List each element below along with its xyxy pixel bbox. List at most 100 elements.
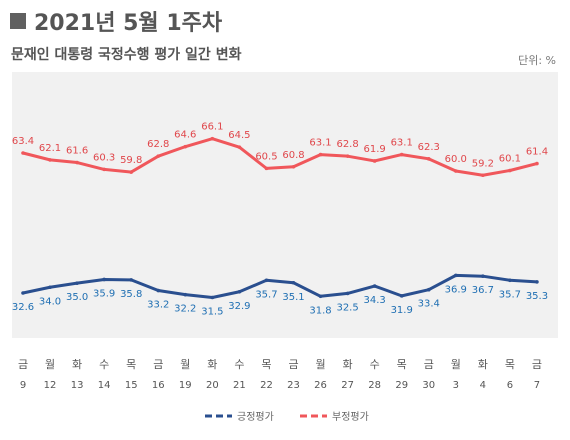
x-tick-date: 16 <box>152 380 165 391</box>
negative-point <box>291 164 296 169</box>
positive-point <box>237 289 242 294</box>
negative-point <box>345 154 350 158</box>
positive-data-label: 32.2 <box>174 304 196 315</box>
positive-point <box>183 292 188 297</box>
x-tick-day: 월 <box>180 358 190 371</box>
x-tick-date: 28 <box>368 380 381 391</box>
negative-point <box>156 154 161 158</box>
x-tick-date: 4 <box>480 380 486 391</box>
title-square-icon <box>10 13 26 29</box>
positive-point <box>345 291 350 296</box>
x-tick-date: 14 <box>98 380 111 391</box>
positive-point <box>264 278 269 283</box>
x-tick-date: 26 <box>314 380 327 391</box>
negative-data-label: 60.5 <box>255 151 277 162</box>
positive-data-label: 36.9 <box>445 284 467 295</box>
negative-data-label: 63.1 <box>391 138 413 149</box>
x-tick-date: 30 <box>422 380 435 391</box>
negative-point <box>129 170 133 174</box>
x-tick-day: 목 <box>505 358 515 371</box>
x-tick-day: 월 <box>45 358 55 371</box>
positive-point <box>291 280 296 285</box>
legend-positive-label: 긍정평가 <box>237 411 274 423</box>
positive-data-label: 33.2 <box>147 300 169 311</box>
x-tick-day: 화 <box>343 358 353 371</box>
positive-data-label: 35.7 <box>255 289 277 300</box>
x-tick-day: 화 <box>478 358 488 371</box>
negative-data-label: 60.0 <box>445 154 467 165</box>
negative-data-label: 64.6 <box>174 130 196 141</box>
positive-series-line <box>21 273 539 300</box>
positive-data-label: 31.5 <box>201 307 223 318</box>
negative-point <box>481 173 485 178</box>
negative-data-label: 63.1 <box>309 138 331 149</box>
x-tick-day: 화 <box>72 358 82 371</box>
page-title: 2021년 5월 1주차 <box>34 11 223 36</box>
legend-negative-label: 부정평가 <box>332 411 369 423</box>
positive-data-label: 35.0 <box>66 292 88 303</box>
positive-point <box>481 274 485 278</box>
x-tick-date: 13 <box>71 380 84 391</box>
x-tick-date: 29 <box>395 380 408 391</box>
positive-point <box>48 285 52 290</box>
x-tick-day: 금 <box>18 358 28 371</box>
x-tick-date: 3 <box>453 380 459 391</box>
positive-data-label: 32.6 <box>12 302 34 313</box>
x-tick-day: 수 <box>234 358 244 371</box>
positive-point <box>508 278 512 283</box>
positive-data-label: 35.1 <box>282 292 304 303</box>
positive-point <box>21 291 25 295</box>
chart-subtitle: 문재인 대통령 국정수행 평가 일간 변화 <box>11 47 242 63</box>
positive-data-label: 35.3 <box>526 291 548 302</box>
negative-point <box>102 167 106 172</box>
positive-data-label: 32.9 <box>228 301 250 312</box>
x-tick-date: 12 <box>44 380 57 391</box>
negative-data-label: 62.1 <box>39 143 61 154</box>
negative-point <box>426 157 431 161</box>
positive-point <box>454 273 458 278</box>
negative-point <box>75 160 79 165</box>
negative-point <box>183 144 188 149</box>
positive-data-label: 35.9 <box>93 288 115 299</box>
negative-data-label: 64.5 <box>228 130 250 141</box>
negative-point <box>372 159 377 163</box>
positive-data-label: 35.8 <box>120 289 142 300</box>
x-tick-date: 27 <box>341 380 354 391</box>
x-tick-date: 9 <box>20 380 26 391</box>
x-tick-day: 목 <box>126 358 136 371</box>
x-tick-day: 수 <box>370 358 380 371</box>
positive-data-label: 34.0 <box>39 296 61 307</box>
x-tick-day: 금 <box>532 358 542 371</box>
negative-data-label: 59.8 <box>120 155 142 166</box>
negative-data-label: 62.8 <box>147 139 169 150</box>
positive-data-label: 32.5 <box>336 302 358 313</box>
x-tick-day: 수 <box>99 358 109 371</box>
x-tick-date: 15 <box>125 380 138 391</box>
title-row: 2021년 5월 1주차 <box>10 6 222 36</box>
positive-point <box>102 277 106 282</box>
positive-point <box>426 287 431 292</box>
negative-point <box>48 158 52 162</box>
negative-point <box>399 152 404 157</box>
plot-area <box>12 72 558 338</box>
x-tick-day: 목 <box>261 358 271 371</box>
x-tick-date: 21 <box>233 380 246 391</box>
negative-data-label: 60.8 <box>282 150 304 161</box>
negative-data-label: 63.4 <box>12 136 34 147</box>
x-tick-date: 20 <box>206 380 219 391</box>
unit-label: 단위: % <box>518 54 556 67</box>
negative-point <box>454 169 458 173</box>
negative-data-label: 61.9 <box>364 144 386 155</box>
x-tick-day: 금 <box>424 358 434 371</box>
x-tick-date: 23 <box>287 380 300 391</box>
positive-point <box>156 288 161 293</box>
negative-point <box>264 166 269 171</box>
x-tick-date: 6 <box>507 380 513 391</box>
x-tick-day: 목 <box>397 358 407 371</box>
positive-data-label: 36.7 <box>472 285 494 296</box>
negative-data-label: 60.1 <box>499 153 521 164</box>
x-tick-date: 7 <box>534 380 540 391</box>
negative-data-label: 61.4 <box>526 147 548 158</box>
x-tick-day: 금 <box>153 358 163 371</box>
